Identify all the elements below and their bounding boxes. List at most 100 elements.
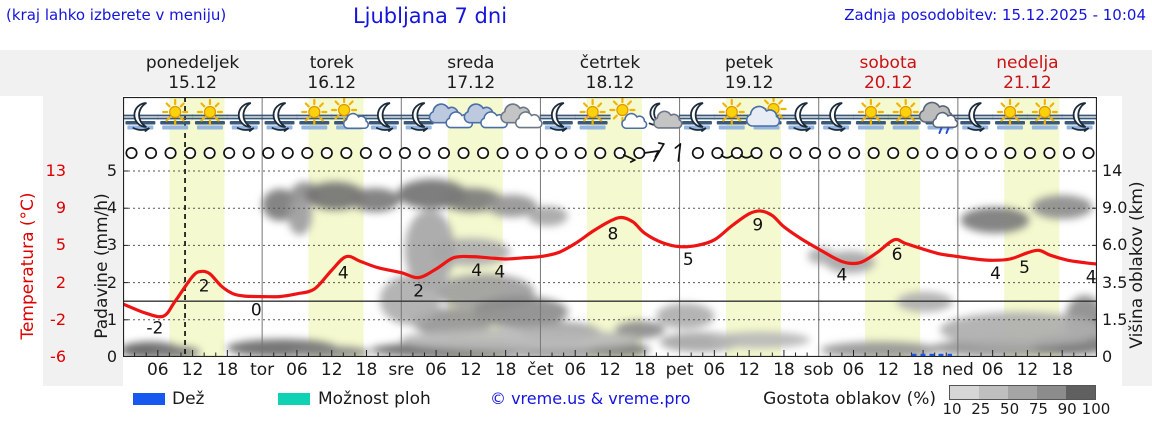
cloud-cover-symbol xyxy=(379,146,392,160)
icon-sun xyxy=(196,98,224,126)
cloud-cover-symbol xyxy=(164,146,177,160)
cloud-cover-symbol xyxy=(281,146,294,160)
icon-sun xyxy=(718,98,745,126)
day-date: 20.12 xyxy=(863,73,913,93)
temperature-label: 8 xyxy=(607,224,618,244)
temperature-label: -2 xyxy=(146,319,163,339)
daylight-band xyxy=(586,97,642,357)
density-tick-label: 100 xyxy=(1081,400,1111,418)
x-axis-label: 12 xyxy=(181,360,204,380)
day-header: sreda 17.12 xyxy=(401,53,540,93)
cloud-cover-symbol xyxy=(477,146,490,160)
cloud-cover-symbol xyxy=(691,146,704,160)
cloud-density-legend-label: Gostota oblakov (%) xyxy=(763,389,936,409)
icon-moon-cloud xyxy=(648,102,683,129)
precip-tick: 0 xyxy=(106,347,117,366)
day-date: 19.12 xyxy=(724,73,774,93)
cloud-cover-symbol xyxy=(144,146,158,160)
temperature-label: 4 xyxy=(1086,267,1097,287)
weather-icons-row xyxy=(122,95,1098,134)
day-name: ponedeljek xyxy=(145,53,240,73)
cloud-cover-symbol xyxy=(555,146,568,160)
density-step xyxy=(979,386,1008,399)
temperature-label: 9 xyxy=(752,216,763,236)
precip-tick: 3 xyxy=(106,235,117,255)
icon-sun-cloud xyxy=(331,96,370,130)
icon-sun xyxy=(892,98,919,126)
icon-sun xyxy=(579,98,606,126)
density-tick-label: 75 xyxy=(1028,400,1048,418)
cloud-cover-symbol xyxy=(125,146,138,160)
copyright-link[interactable]: © vreme.us & vreme.pro xyxy=(490,389,691,408)
cloud-cover-symbol xyxy=(359,146,372,160)
day-header: torek 16.12 xyxy=(262,53,401,93)
x-axis-label: 06 xyxy=(425,360,447,380)
x-axis-label: 12 xyxy=(738,360,760,380)
temperature-label: 4 xyxy=(836,266,847,286)
temperature-label: 4 xyxy=(494,263,505,283)
density-step xyxy=(1066,386,1095,399)
cloud-cover-symbol xyxy=(769,146,783,160)
cloud-cover-symbol xyxy=(984,146,997,160)
x-axis-label: 18 xyxy=(633,360,656,380)
cloud-cover-row xyxy=(125,142,1095,163)
icon-clouds xyxy=(428,103,474,129)
x-axis-label: 06 xyxy=(286,360,308,380)
x-axis-label: 06 xyxy=(703,360,726,380)
density-step xyxy=(1008,386,1037,399)
day-name: četrtek xyxy=(579,53,641,73)
temperature-label: 4 xyxy=(338,263,349,283)
precip-tick: 2 xyxy=(106,272,117,292)
x-axis-label: 12 xyxy=(320,360,343,380)
cloud-cover-symbol xyxy=(674,143,682,162)
cloud-cover-symbol xyxy=(926,146,939,160)
temperature-label: 5 xyxy=(1019,258,1030,278)
x-axis-label: 18 xyxy=(1051,360,1074,380)
showers-legend-label: Možnost ploh xyxy=(318,389,431,409)
temp-tick: -2 xyxy=(50,309,66,329)
temp-tick: 2 xyxy=(55,272,66,292)
temp-tick: 13 xyxy=(45,161,66,180)
cloud-cover-symbol xyxy=(887,146,900,160)
density-tick-label: 10 xyxy=(942,400,962,418)
cloud-height-tick: 14 xyxy=(1102,161,1123,180)
day-date: 18.12 xyxy=(585,73,635,93)
temp-tick: -6 xyxy=(50,347,66,366)
cloud-cover-symbol xyxy=(223,146,236,160)
cloud-cover-symbol xyxy=(1043,146,1056,160)
x-axis-label: ned xyxy=(941,360,974,380)
day-name: nedelja xyxy=(996,53,1059,73)
day-name: petek xyxy=(725,53,774,73)
x-axis-label: 12 xyxy=(877,360,900,380)
daylight-band xyxy=(725,97,782,357)
cloud-height-tick: 0 xyxy=(1102,347,1113,366)
last-update-label: Zadnja posodobitev: 15.12.2025 - 10:04 xyxy=(844,6,1146,24)
temperature-label: 2 xyxy=(199,276,210,296)
x-axis-label: tor xyxy=(250,360,275,380)
cloud-cover-symbol xyxy=(652,142,665,162)
x-axis-label: 06 xyxy=(564,360,587,380)
icon-moon xyxy=(236,102,255,132)
day-date: 21.12 xyxy=(1003,73,1052,93)
precip-tick: 1 xyxy=(106,309,117,329)
left-axis-strip xyxy=(43,96,123,386)
cloud-cover-symbol xyxy=(633,146,660,160)
x-axis-label: 18 xyxy=(912,360,934,380)
daylight-band xyxy=(865,97,921,357)
cloud-cover-symbol xyxy=(203,146,216,160)
icon-moon xyxy=(828,102,846,132)
meteogram-chart: -2 2 0 4 2 4 4 8 5 9 4 6 4 5 4 xyxy=(120,95,1110,359)
temperature-label: 4 xyxy=(990,264,1001,284)
cloud-cover-symbol xyxy=(535,146,548,160)
cloud-cover-symbol xyxy=(184,146,197,160)
cloud-cover-symbol xyxy=(340,146,353,160)
cloud-cover-symbol xyxy=(906,146,919,160)
x-axis-label: pet xyxy=(665,360,694,380)
x-axis-label: čet xyxy=(527,360,554,380)
day-header-band xyxy=(0,50,1152,96)
density-tick-label: 90 xyxy=(1057,400,1077,418)
icon-moon xyxy=(410,102,429,132)
x-axis-label: sre xyxy=(388,360,415,380)
icon-sun xyxy=(996,98,1024,126)
